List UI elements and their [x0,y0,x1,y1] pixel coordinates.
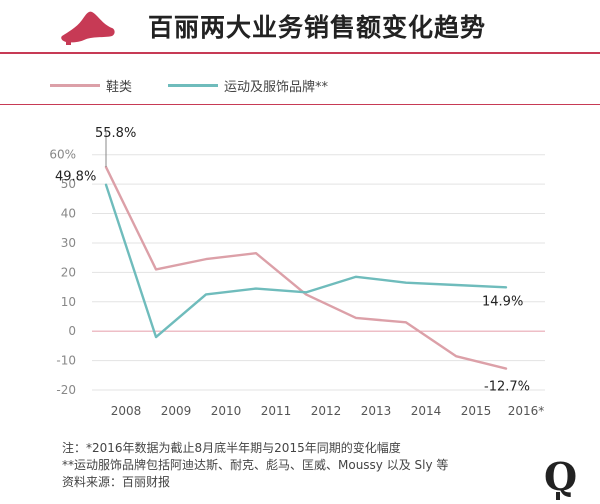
y-tick-label-3: 30 [61,236,76,250]
x-tick-label-1: 2009 [161,404,192,418]
y-tick-label-5: 10 [61,295,76,309]
x-tick-label-0: 2008 [111,404,142,418]
x-tick-label-2: 2010 [211,404,242,418]
footnote-2016: 注：*2016年数据为截止8月底半年期与2015年同期的变化幅度 [62,441,401,455]
page-title: 百丽两大业务销售额变化趋势 [148,13,487,42]
x-tick-label-7: 2015 [461,404,492,418]
legend-swatch-shoes [50,84,100,87]
legend-divider [0,104,600,105]
legend-label-sportswear: 运动及服饰品牌** [224,80,329,95]
data-label-2: 14.9% [482,294,523,309]
footnotes: 注：*2016年数据为截止8月底半年期与2015年同期的变化幅度 **运动服饰品… [62,440,448,491]
legend-label-shoes: 鞋类 [106,80,133,95]
data-label-3: -12.7% [484,380,530,395]
y-tick-label-4: 20 [61,265,76,279]
brand-logo-letter: Q [544,454,577,499]
y-tick-label-7: -10 [56,354,76,368]
x-tick-label-5: 2013 [361,404,392,418]
x-tick-label-6: 2014 [411,404,442,418]
header: 百丽两大业务销售额变化趋势 [0,0,600,62]
footnote-brands: **运动服饰品牌包括阿迪达斯、耐克、彪马、匡威、Moussy 以及 Sly 等 [62,458,449,472]
footnote-source: 资料来源：百丽财报 [62,475,171,489]
brand-q-logo: Q [544,454,577,500]
series-line-0 [104,165,508,370]
x-tick-label-8: 2016* [508,404,545,418]
high-heel-shoe-icon [61,11,115,45]
y-tick-label-6: 0 [68,324,76,338]
y-tick-label-0: 60% [49,148,76,162]
x-tick-label-4: 2012 [311,404,342,418]
data-label-0: 55.8% [95,126,136,141]
data-label-1: 49.8% [55,170,96,185]
x-tick-label-3: 2011 [261,404,292,418]
legend-swatch-sportswear [168,84,218,87]
y-tick-label-1: 50 [61,177,76,191]
title-divider [0,52,600,54]
y-tick-label-8: -20 [56,383,76,397]
series-line-1 [104,183,508,339]
y-tick-label-2: 40 [61,207,76,221]
